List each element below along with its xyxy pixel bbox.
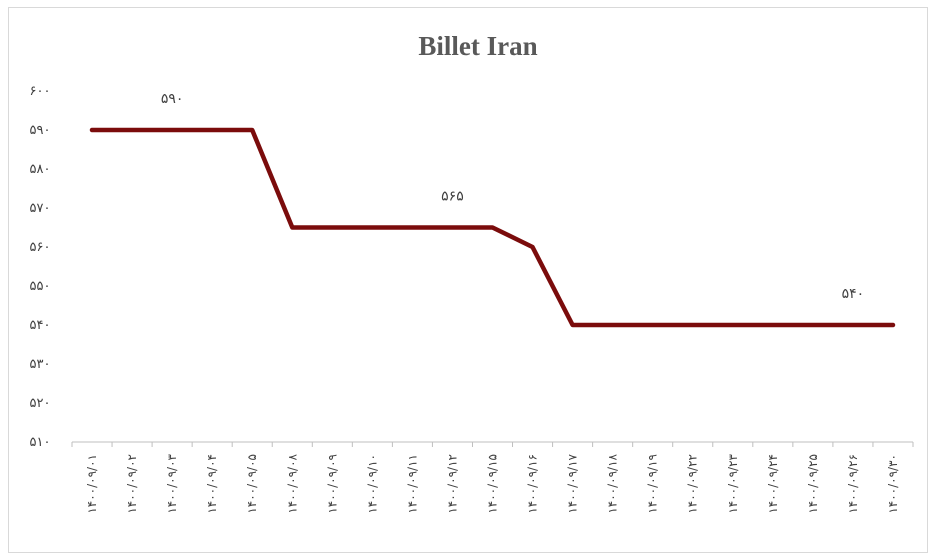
x-tick-label: ۱۴۰۰/۰۹/۰۹: [325, 454, 339, 514]
x-tick-label: ۱۴۰۰/۰۹/۰۲: [125, 454, 139, 514]
x-tick-label: ۱۴۰۰/۰۹/۲۶: [846, 454, 860, 514]
x-tick-label: ۱۴۰۰/۰۹/۱۸: [606, 453, 620, 513]
y-tick-label: ۵۴۰: [30, 318, 51, 333]
y-tick-label: ۵۱۰: [30, 435, 51, 450]
x-tick-label: ۱۴۰۰/۰۹/۱۲: [445, 454, 459, 514]
x-axis: ۱۴۰۰/۰۹/۰۱ ۱۴۰۰/۰۹/۰۲ ۱۴۰۰/۰۹/۰۳ ۱۴۰۰/۰۹/۰۴…: [71, 441, 914, 514]
x-tick-label: ۱۴۰۰/۰۹/۱۵: [486, 454, 500, 514]
x-tick-label: ۱۴۰۰/۰۹/۱۰: [365, 454, 379, 514]
x-tick-label: ۱۴۰۰/۰۹/۱۹: [646, 454, 660, 514]
chart-title: Billet Iran: [418, 31, 537, 61]
x-tick-label: ۱۴۰۰/۰۹/۰۵: [245, 454, 259, 514]
data-label: ۵۴۰: [842, 286, 865, 302]
y-tick-label: ۵۹۰: [30, 123, 51, 138]
x-tick-label: ۱۴۰۰/۰۹/۲۳: [726, 453, 740, 513]
chart-frame: [8, 7, 928, 553]
series-line: [89, 127, 896, 328]
x-tick-label: ۱۴۰۰/۰۹/۱۷: [566, 453, 580, 513]
x-tick-label: ۱۴۰۰/۰۹/۲۴: [766, 454, 780, 514]
y-tick-label: ۵۳۰: [30, 357, 51, 372]
x-tick-label: ۱۴۰۰/۰۹/۲۵: [806, 454, 820, 514]
x-tick-label: ۱۴۰۰/۰۹/۳۰: [886, 454, 900, 514]
series-layer: [89, 127, 896, 328]
x-tick-label: ۱۴۰۰/۰۹/۱۶: [526, 454, 540, 514]
x-tick-label: ۱۴۰۰/۰۹/۱۱: [405, 454, 419, 514]
x-tick-label: ۱۴۰۰/۰۹/۰۴: [205, 454, 219, 514]
data-labels: ۵۹۰ ۵۶۵ ۵۴۰: [161, 91, 864, 302]
y-tick-label: ۵۲۰: [30, 396, 51, 411]
y-tick-label: ۵۸۰: [30, 162, 51, 177]
y-axis: ۵۱۰ ۵۲۰ ۵۳۰ ۵۴۰ ۵۵۰ ۵۶۰ ۵۷۰ ۵۸۰ ۵۹۰ ۶۰۰: [30, 84, 51, 450]
y-tick-label: ۵۶۰: [30, 240, 51, 255]
x-tick-label: ۱۴۰۰/۰۹/۲۲: [686, 454, 700, 514]
y-tick-label: ۶۰۰: [30, 84, 51, 99]
x-tick-label: ۱۴۰۰/۰۹/۰۳: [165, 453, 179, 513]
x-tick-label: ۱۴۰۰/۰۹/۰۸: [285, 453, 299, 513]
data-label: ۵۹۰: [161, 91, 184, 107]
y-tick-label: ۵۷۰: [30, 201, 51, 216]
x-tick-label: ۱۴۰۰/۰۹/۰۱: [85, 454, 99, 514]
data-label: ۵۶۵: [441, 189, 464, 205]
y-tick-label: ۵۵۰: [30, 279, 51, 294]
